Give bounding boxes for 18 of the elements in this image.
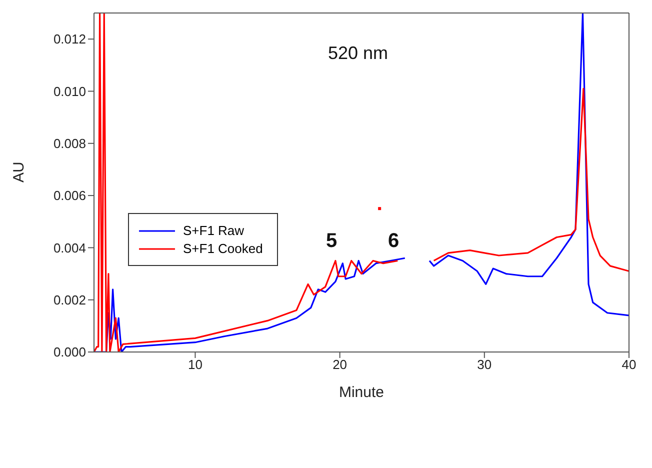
y-tick-label: 0.004 [53, 240, 86, 256]
x-tick-label: 20 [332, 357, 348, 372]
annotation: 5 [326, 230, 338, 253]
x-tick-label: 40 [622, 357, 636, 372]
y-tick-label: 0.000 [53, 344, 86, 360]
legend-label: S+F1 Cooked [183, 241, 263, 256]
x-tick-label: 30 [477, 357, 492, 372]
legend-label: S+F1 Raw [183, 223, 244, 238]
y-tick-label: 0.012 [53, 32, 86, 47]
y-tick-label: 0.006 [53, 188, 86, 204]
y-tick-label: 0.008 [53, 136, 86, 151]
annotation: 6 [388, 230, 400, 253]
y-tick-label: 0.002 [53, 292, 86, 308]
y-axis-title: AU [10, 162, 28, 182]
x-axis-title: Minute [338, 384, 384, 401]
text: 520 nm [328, 43, 388, 64]
y-tick-label: 0.010 [53, 84, 86, 99]
x-tick-label: 10 [188, 357, 202, 372]
